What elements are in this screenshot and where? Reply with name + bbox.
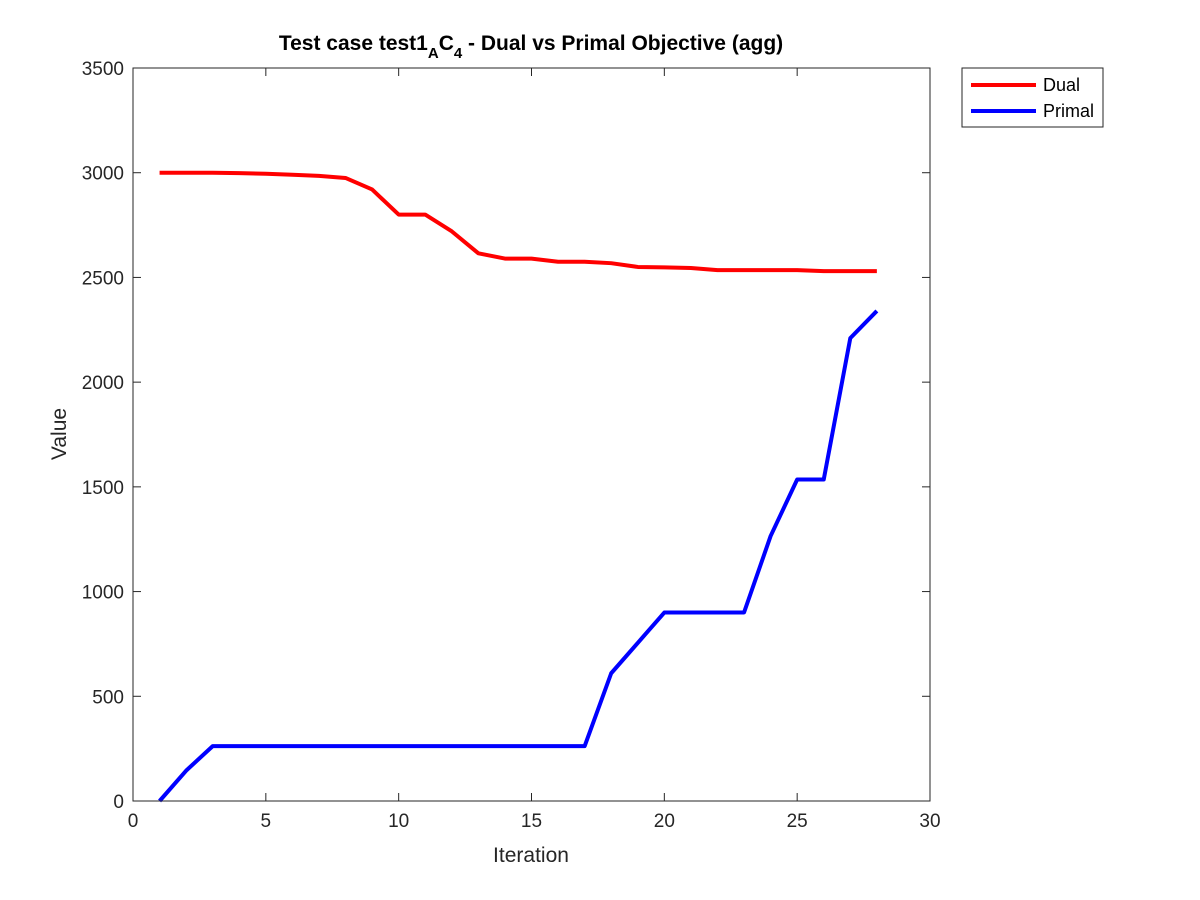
chart-title-main: Test case test1 <box>279 32 428 55</box>
x-tick-label: 0 <box>128 811 139 832</box>
x-tick-label: 25 <box>787 811 808 832</box>
y-tick-label: 2500 <box>82 268 124 289</box>
y-tick-label: 1500 <box>82 478 124 499</box>
y-axis: 0 500 1000 1500 2000 2500 3000 3500 <box>82 59 930 813</box>
chart-title-subscript-1: A <box>428 45 439 62</box>
chart-title-rest: - Dual vs Primal Objective (agg) <box>462 32 783 55</box>
series-line-primal <box>158 309 879 803</box>
x-tick-label: 30 <box>919 811 940 832</box>
legend-label-primal: Primal <box>1043 101 1094 121</box>
y-axis-label: Value <box>48 408 71 460</box>
y-tick-label: 2000 <box>82 373 124 394</box>
legend-label-dual: Dual <box>1043 75 1080 95</box>
chart-title-subscript-2: 4 <box>454 45 463 62</box>
y-tick-label: 3000 <box>82 164 124 185</box>
y-tick-label: 0 <box>113 792 124 813</box>
y-tick-label: 500 <box>92 687 124 708</box>
x-axis: 0 5 10 15 20 25 30 <box>128 68 941 832</box>
x-tick-label: 15 <box>521 811 542 832</box>
series-line-dual <box>159 170 877 274</box>
y-tick-label: 3500 <box>82 59 124 80</box>
x-tick-label: 20 <box>654 811 675 832</box>
x-tick-label: 10 <box>388 811 409 832</box>
plot-area <box>133 68 930 801</box>
legend: Dual Primal <box>961 67 1104 128</box>
x-tick-label: 5 <box>261 811 272 832</box>
chart-title: Test case test1AC4 - Dual vs Primal Obje… <box>279 32 783 62</box>
chart-title-mid: C <box>439 32 454 55</box>
x-axis-label: Iteration <box>493 844 569 867</box>
legend-box <box>961 67 1104 128</box>
series-layer <box>158 170 879 803</box>
y-tick-label: 1000 <box>82 583 124 604</box>
